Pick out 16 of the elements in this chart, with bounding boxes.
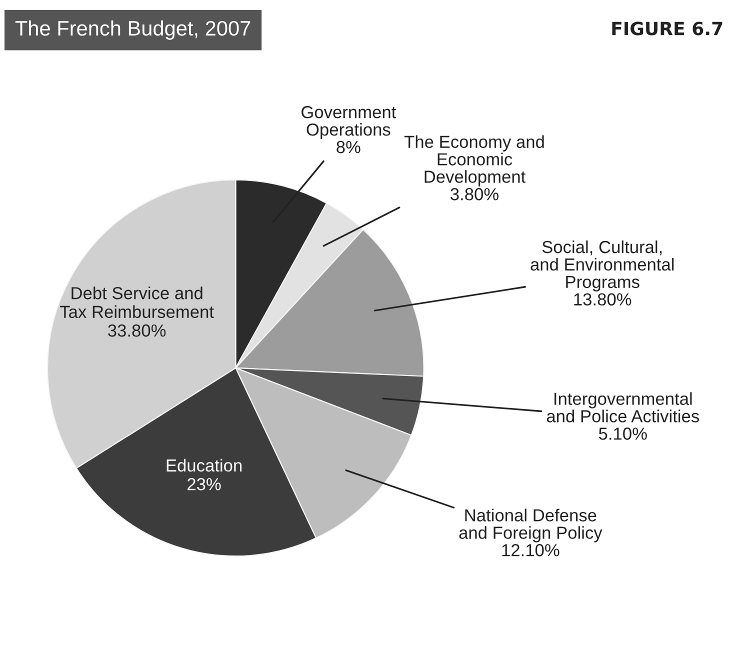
- data-label: 12.10%: [502, 544, 560, 556]
- data-label: 3.80%: [450, 188, 498, 200]
- chart-title: The French Budget, 2007: [15, 20, 250, 40]
- data-label: 13.80%: [574, 293, 632, 306]
- slice-label: The Economy and Economic Development: [404, 135, 544, 186]
- data-label: 5.10%: [598, 428, 647, 440]
- slice-label: Debt Service and Tax Reimbursement: [60, 286, 214, 318]
- slice-label: Government Operations: [302, 106, 396, 140]
- data-label: 33.80%: [108, 324, 166, 337]
- slice-label: Intergovernmental and Police Activities: [546, 392, 699, 422]
- slice-label: National Defense and Foreign Policy: [459, 508, 602, 542]
- data-label: 23%: [188, 478, 221, 490]
- slice-label: Social, Cultural, and Environmental Programs: [530, 240, 674, 292]
- data-label: 8%: [336, 140, 360, 154]
- caption: FIGURE 6.7: [612, 22, 722, 36]
- slice-label: Education: [166, 458, 242, 472]
